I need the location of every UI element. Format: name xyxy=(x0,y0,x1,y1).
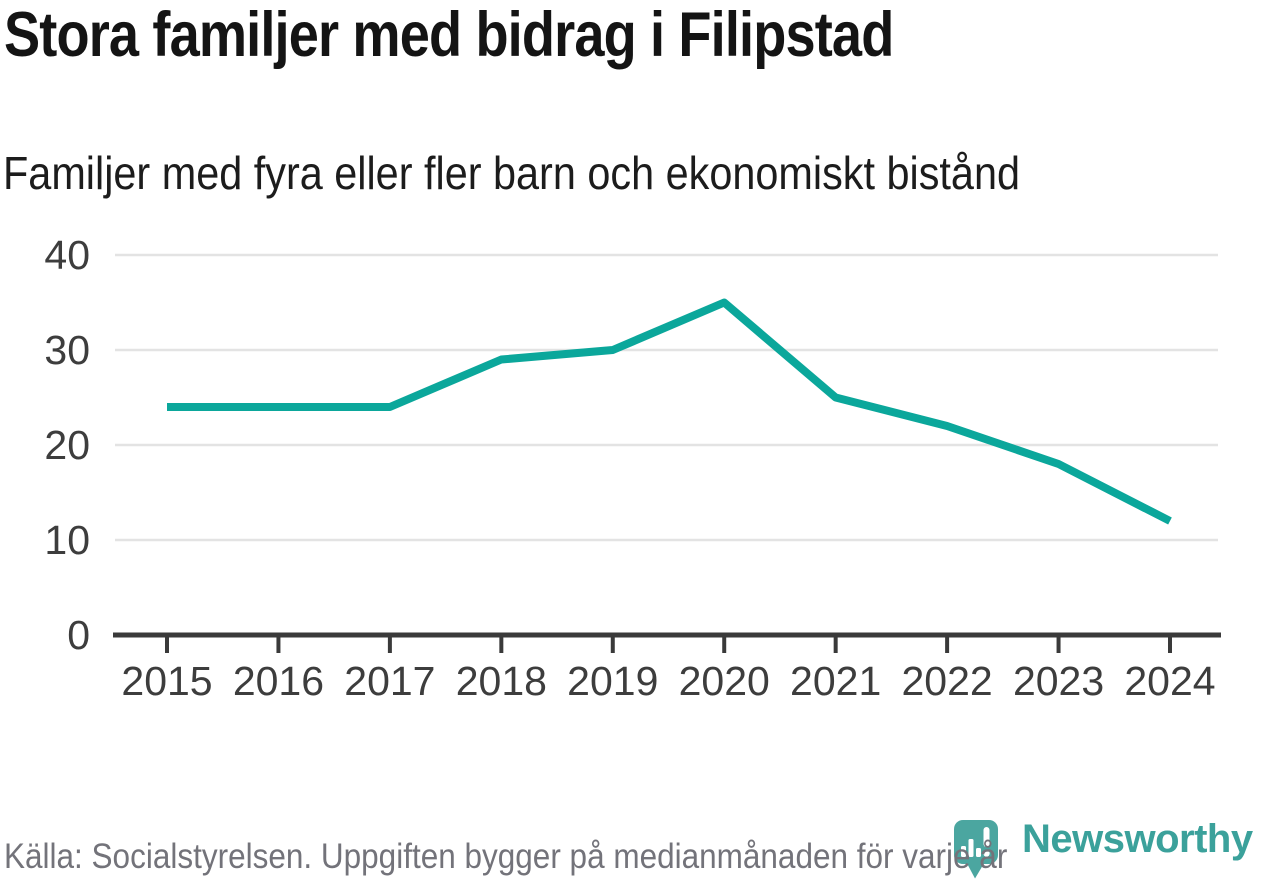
y-axis-tick-label: 10 xyxy=(44,517,90,563)
y-axis-tick-label: 0 xyxy=(67,612,90,658)
data-line xyxy=(167,298,1172,525)
chart-subtitle: Familjer med fyra eller fler barn och ek… xyxy=(3,147,1021,199)
brand-name: Newsworthy xyxy=(1022,817,1253,861)
x-axis-tick-label: 2024 xyxy=(1124,658,1215,704)
x-axis-tick-label: 2021 xyxy=(790,658,881,704)
newsworthy-logo-icon xyxy=(954,820,998,879)
y-axis-tick-label: 30 xyxy=(44,327,90,373)
x-axis-tick-label: 2017 xyxy=(344,658,435,704)
x-axis-tick-label: 2020 xyxy=(679,658,770,704)
x-axis-tick-label: 2019 xyxy=(567,658,658,704)
x-axis-tick-label: 2023 xyxy=(1013,658,1104,704)
x-axis-tick-label: 2018 xyxy=(456,658,547,704)
x-axis-tick-label: 2022 xyxy=(901,658,992,704)
chart-title: Stora familjer med bidrag i Filipstad xyxy=(4,0,894,70)
source-note: Källa: Socialstyrelsen. Uppgiften bygger… xyxy=(4,837,1008,876)
x-axis-tick-label: 2015 xyxy=(121,658,212,704)
y-axis-tick-label: 20 xyxy=(44,422,90,468)
y-axis-tick-label: 40 xyxy=(44,232,90,278)
x-axis-tick-label: 2016 xyxy=(233,658,324,704)
